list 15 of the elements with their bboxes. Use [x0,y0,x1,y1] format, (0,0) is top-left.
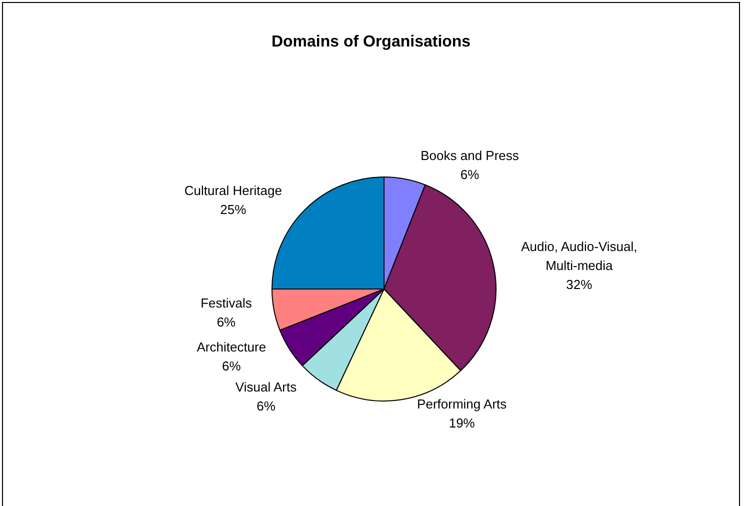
slice-label: Performing Arts [417,396,508,412]
data-label: 25% [220,202,247,217]
data-label: 32% [566,276,593,292]
slice-label: Audio, Audio-Visual, Multi-media [521,238,638,273]
slice-label: Cultural Heritage [184,182,282,198]
slice-label: Visual Arts [235,380,298,395]
slice-label: Books and Press [420,148,520,164]
data-label: 6% [222,358,242,374]
slice-label: Festivals [200,296,252,311]
data-label: 6% [460,167,480,182]
data-label: 6% [216,314,236,330]
data-label: 19% [448,415,476,430]
data-label: 6% [256,398,276,414]
slice-label: Architecture [196,340,266,355]
chart-title: Domains of Organisations [271,34,471,50]
